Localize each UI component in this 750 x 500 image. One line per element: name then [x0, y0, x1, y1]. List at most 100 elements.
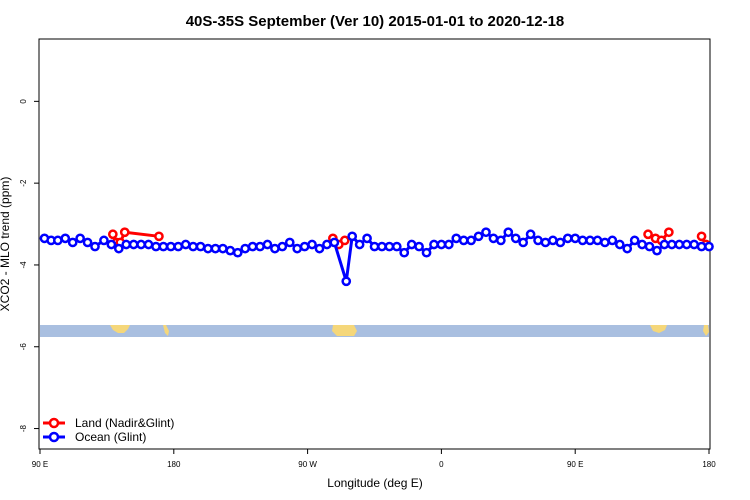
ocean-point [106, 239, 117, 250]
x-tick-label: 0 [439, 460, 444, 469]
x-axis-label: Longitude (deg E) [327, 476, 422, 490]
ocean-point [341, 276, 352, 287]
ocean-point [481, 227, 491, 238]
ocean-point [329, 237, 340, 248]
ocean-point [510, 233, 521, 244]
ocean-point [503, 227, 514, 238]
ocean-point [277, 241, 288, 252]
ocean-point [548, 235, 558, 246]
ocean-point [473, 231, 484, 242]
land-point [154, 231, 164, 242]
ocean-point [391, 241, 402, 252]
ocean-point [195, 241, 206, 252]
legend-land-marker [48, 417, 60, 429]
ocean-point [406, 239, 417, 250]
ocean-point [151, 241, 161, 252]
ocean-point [644, 241, 655, 252]
x-tick-label: 90 E [32, 460, 48, 469]
ocean-point [225, 245, 236, 256]
ocean-point [203, 243, 213, 254]
y-tick-label: -8 [19, 424, 28, 432]
land-patch [163, 325, 169, 336]
ocean-point [347, 231, 358, 242]
land-patch [703, 325, 709, 336]
ocean-point [136, 239, 146, 250]
ocean-point [173, 241, 184, 252]
y-tick-label: -2 [19, 179, 28, 187]
ocean-point [210, 243, 221, 254]
ocean-point [488, 233, 499, 244]
x-tick-label: 90 W [298, 460, 317, 469]
ocean-point [60, 233, 71, 244]
ocean-point [322, 239, 332, 250]
land-patch [332, 325, 357, 336]
ocean-point [165, 241, 176, 252]
ocean-point [188, 241, 198, 252]
ocean-point [67, 237, 78, 248]
ocean-point [314, 243, 325, 254]
land-point [107, 229, 118, 240]
ocean-point [240, 243, 251, 254]
y-tick-label: -6 [19, 343, 28, 351]
legend: Land (Nadir&Glint) Ocean (Glint) [43, 416, 174, 444]
ocean-point [232, 247, 243, 258]
ocean-point [540, 237, 551, 248]
ocean-point [443, 239, 454, 250]
ocean-point [577, 235, 588, 246]
ocean-point [451, 233, 462, 244]
ocean-point [607, 235, 618, 246]
ocean-point [466, 235, 476, 246]
ocean-point [414, 241, 424, 252]
ocean-point [704, 241, 714, 252]
legend-land-label: Land (Nadir&Glint) [75, 416, 174, 430]
ocean-point [652, 245, 662, 256]
ocean-point [600, 237, 610, 248]
y-tick-label: -4 [19, 261, 28, 269]
ocean-point [362, 233, 372, 244]
ocean-point [436, 239, 447, 250]
land-point [664, 227, 674, 238]
legend-ocean-marker [48, 431, 60, 443]
chart-title: 40S-35S September (Ver 10) 2015-01-01 to… [186, 13, 565, 30]
ocean-point [143, 239, 154, 250]
ocean-point [82, 237, 93, 248]
ocean-point [681, 239, 692, 250]
ocean-point [180, 239, 191, 250]
ocean-point [121, 239, 132, 250]
ocean-point [689, 239, 699, 250]
ocean-point [377, 241, 387, 252]
land-point [696, 231, 707, 242]
x-axis: 90 E 180 90 W 0 90 E 180 [32, 449, 716, 469]
ocean-point [614, 239, 625, 250]
ocean-point [666, 239, 677, 250]
ocean-point [75, 233, 85, 244]
land-patch [650, 325, 667, 333]
y-axis: 0 -2 -4 -6 -8 [19, 99, 39, 432]
ocean-point [637, 239, 647, 250]
ocean-point [555, 237, 566, 248]
ocean-point [622, 243, 633, 254]
ocean-point [384, 241, 395, 252]
ocean-point [270, 243, 280, 254]
ocean-point [399, 247, 410, 258]
ocean-point [90, 241, 100, 252]
ocean-point [585, 235, 595, 246]
ocean-point [421, 247, 432, 258]
legend-ocean-label: Ocean (Glint) [75, 430, 146, 444]
x-tick-label: 90 E [567, 460, 583, 469]
ocean-point [518, 237, 529, 248]
ocean-band-rect [40, 325, 709, 337]
ocean-point [458, 235, 469, 246]
ocean-point [284, 237, 295, 248]
ocean-point [562, 233, 573, 244]
ocean-point [496, 235, 506, 246]
ocean-point [292, 243, 303, 254]
ocean-point [429, 239, 439, 250]
ocean-point [525, 229, 536, 240]
ocean-point [592, 235, 603, 246]
ocean-point [696, 241, 707, 252]
land-point [643, 229, 653, 240]
ocean-point [158, 241, 169, 252]
land-point [119, 227, 130, 238]
